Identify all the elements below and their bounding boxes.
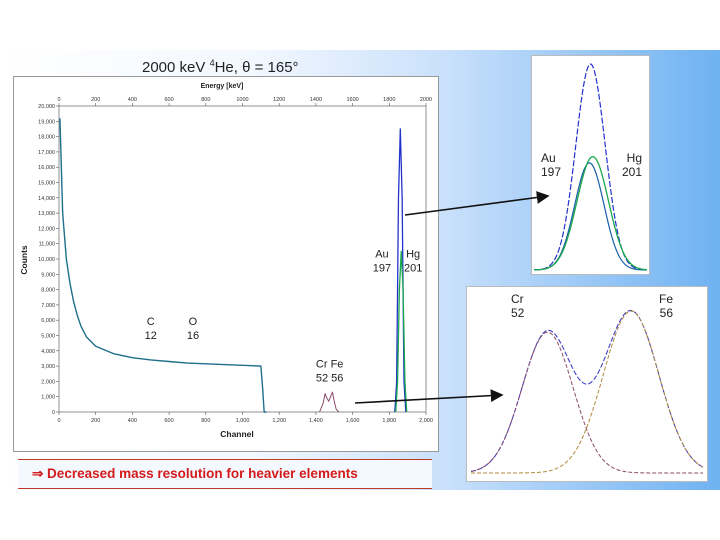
element-label: C	[147, 316, 155, 328]
cr-peak-line	[470, 331, 703, 474]
counts-tick-label: 1,000	[41, 395, 55, 401]
inset-mass-label: 52	[511, 306, 525, 320]
inset-mass-label: 56	[660, 306, 674, 320]
counts-tick-label: 9,000	[41, 272, 55, 278]
channel-tick-label: 800	[201, 418, 210, 424]
counts-tick-label: 18,000	[38, 135, 55, 141]
counts-tick-label: 17,000	[38, 150, 55, 156]
cr-fe-zoom-inset: Cr 52 Fe 56	[466, 286, 708, 482]
element-label: O	[189, 316, 198, 328]
hg-peak-line	[395, 250, 408, 413]
energy-tick-label: 1000	[236, 97, 248, 103]
conclusion-box: ⇒ Decreased mass resolution for heavier …	[18, 459, 432, 489]
energy-tick-label: 200	[91, 97, 100, 103]
summed-envelope-line	[470, 309, 704, 472]
energy-tick-label: 800	[201, 97, 210, 103]
channel-tick-label: 1,800	[382, 418, 396, 424]
counts-tick-label: 14,000	[38, 196, 55, 202]
element-label: Hg	[406, 248, 420, 260]
counts-tick-label: 20,000	[38, 104, 55, 110]
energy-tick-label: 1800	[383, 97, 395, 103]
channel-tick-label: 600	[165, 418, 174, 424]
fe-peak-line	[471, 310, 704, 474]
energy-tick-label: 600	[165, 97, 174, 103]
mass-number-label: 201	[404, 262, 422, 274]
slide-title: 2000 keV 4He, θ = 165°	[142, 58, 299, 76]
element-label: Cr Fe	[316, 359, 344, 371]
channel-axis-title: Channel	[220, 429, 254, 439]
conclusion-text: ⇒ Decreased mass resolution for heavier …	[32, 466, 358, 481]
counts-tick-label: 2,000	[41, 379, 55, 385]
channel-tick-label: 1,000	[236, 418, 250, 424]
channel-tick-label: 1,600	[346, 418, 360, 424]
energy-axis-title: Energy [keV]	[201, 83, 244, 90]
counts-tick-label: 16,000	[38, 165, 55, 171]
plot-area	[58, 105, 427, 413]
hg-isotope-peak-line	[533, 156, 648, 271]
inset-mass-label: 201	[622, 165, 642, 179]
counts-tick-label: 7,000	[41, 303, 55, 309]
inset-element-label: Cr	[511, 292, 524, 306]
element-annotations: C 12 O 16 Cr Fe 52 56 Au 197 Hg 201	[145, 248, 423, 384]
mass-number-label: 16	[187, 330, 199, 342]
energy-tick-label: 1600	[346, 97, 358, 103]
energy-tick-label: 1400	[310, 97, 322, 103]
au-hg-zoom-inset: Au 197 Hg 201	[531, 55, 650, 275]
inset-mass-label: 197	[541, 165, 561, 179]
main-spectrum-chart: Energy [keV] Channel Counts 0 200 400 600 80…	[13, 76, 439, 452]
counts-tick-label: 3,000	[41, 364, 55, 370]
counts-tick-label: 4,000	[41, 349, 55, 355]
counts-tick-label: 6,000	[41, 318, 55, 324]
mass-number-label: 52 56	[316, 373, 344, 385]
energy-tick-label: 1200	[273, 97, 285, 103]
energy-tick-label: 2000	[420, 97, 432, 103]
channel-tick-label: 1,200	[272, 418, 286, 424]
counts-tick-label: 8,000	[41, 288, 55, 294]
channel-tick-label: 400	[128, 418, 137, 424]
au-total-peak-line	[533, 63, 648, 271]
counts-tick-label: 13,000	[38, 211, 55, 217]
conclusion-bottom-rule	[18, 488, 432, 489]
channel-tick-label: 1,400	[309, 418, 323, 424]
channel-tick-label: 0	[57, 418, 60, 424]
inset-element-label: Fe	[659, 292, 673, 306]
total-spectrum-line	[59, 118, 267, 413]
counts-tick-label: 15,000	[38, 181, 55, 187]
spectrum-marks	[59, 118, 408, 413]
counts-tick-label: 11,000	[39, 242, 55, 248]
main-spectrum-svg: Energy [keV] Channel Counts 0 200 400 600 80…	[19, 83, 433, 439]
counts-tick-label: 0	[52, 410, 55, 416]
counts-tick-label: 12,000	[38, 226, 55, 232]
cr-fe-peak-line	[319, 391, 340, 413]
mass-number-label: 197	[373, 262, 391, 274]
inset-element-label: Au	[541, 151, 556, 165]
au-peak-line	[394, 128, 407, 413]
channel-tick-label: 2,000	[419, 418, 433, 424]
inset-element-label: Hg	[627, 151, 642, 165]
energy-tick-label: 0	[57, 97, 60, 103]
counts-axis-title: Counts	[19, 245, 29, 275]
conclusion-top-rule	[18, 459, 432, 460]
counts-tick-label: 10,000	[38, 257, 55, 263]
counts-tick-label: 19,000	[38, 119, 55, 125]
mass-number-label: 12	[145, 330, 157, 342]
channel-tick-label: 200	[91, 418, 100, 424]
energy-tick-label: 400	[128, 97, 137, 103]
counts-tick-label: 5,000	[41, 334, 55, 340]
element-label: Au	[375, 248, 388, 260]
